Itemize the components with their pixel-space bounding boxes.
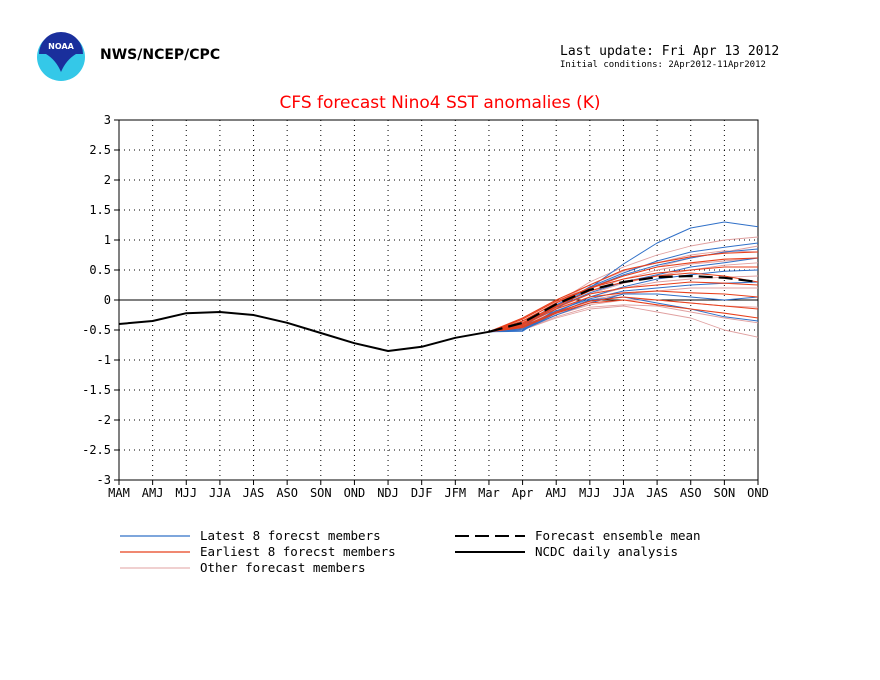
last-update-label: Last update: Fri Apr 13 2012 xyxy=(560,44,780,59)
y-tick-label: 1 xyxy=(104,233,111,247)
y-tick-label: -1 xyxy=(97,353,111,367)
legend-earliest-label: Earliest 8 forecst members xyxy=(200,544,396,559)
x-tick-label: OND xyxy=(747,486,769,500)
noaa-logo-bird-icon xyxy=(39,32,83,72)
x-tick-label: JFM xyxy=(444,486,466,500)
legend-latest-label: Latest 8 forecst members xyxy=(200,528,381,543)
svg-text:NOAA: NOAA xyxy=(48,42,74,51)
legend-analysis-label: NCDC daily analysis xyxy=(535,544,678,559)
x-tick-label: Apr xyxy=(512,486,534,500)
x-tick-label: SON xyxy=(310,486,332,500)
latest-member-line xyxy=(488,221,759,333)
earliest-member-line xyxy=(488,299,759,333)
legend: Latest 8 forecst members Earliest 8 fore… xyxy=(120,528,701,575)
x-tick-label: ASO xyxy=(276,486,298,500)
x-tick-label: JJA xyxy=(209,486,231,500)
latest-member-line xyxy=(488,293,759,333)
initial-conditions-label: Initial conditions: 2Apr2012-11Apr2012 xyxy=(560,60,766,70)
x-tick-label: AMJ xyxy=(142,486,164,500)
x-tick-label: SON xyxy=(714,486,736,500)
x-tick-label: ASO xyxy=(680,486,702,500)
earliest-member-line xyxy=(488,257,759,333)
earliest-member-line xyxy=(488,296,759,333)
x-tick-label: OND xyxy=(344,486,366,500)
x-tick-label: AMJ xyxy=(545,486,567,500)
chart-title: CFS forecast Nino4 SST anomalies (K) xyxy=(279,93,600,113)
x-tick-label: DJF xyxy=(411,486,433,500)
earliest-member-line xyxy=(488,290,759,333)
legend-other-label: Other forecast members xyxy=(200,560,366,575)
x-tick-label: NDJ xyxy=(377,486,399,500)
y-tick-label: 1.5 xyxy=(89,203,111,217)
analysis-line xyxy=(118,311,490,352)
series xyxy=(118,221,759,352)
y-tick-label: 3 xyxy=(104,113,111,127)
y-tick-label: -2.5 xyxy=(82,443,111,457)
y-tick-label: -3 xyxy=(97,473,111,487)
x-tick-label: MJJ xyxy=(175,486,197,500)
earliest-member-line xyxy=(488,281,759,333)
y-tick-label: 2 xyxy=(104,173,111,187)
x-tick-label: MJJ xyxy=(579,486,601,500)
x-tick-label: JAS xyxy=(243,486,265,500)
other-member-line xyxy=(488,305,759,338)
x-tick-label: MAM xyxy=(108,486,130,500)
legend-mean-label: Forecast ensemble mean xyxy=(535,528,701,543)
axis-ticks: MAM AMJ MJJ JJA JAS ASO SON OND NDJ DJF JFM Mar Apr A… xyxy=(82,113,769,500)
y-tick-label: 0.5 xyxy=(89,263,111,277)
earliest-member-line xyxy=(488,251,759,333)
organization-label: NWS/NCEP/CPC xyxy=(100,47,221,63)
y-tick-label: -2 xyxy=(97,413,111,427)
x-tick-label: JAS xyxy=(646,486,668,500)
x-tick-label: Mar xyxy=(478,486,500,500)
earliest-member-line xyxy=(488,266,758,333)
y-tick-label: -0.5 xyxy=(82,323,111,337)
noaa-logo: NOAA xyxy=(36,32,86,82)
y-tick-label: 2.5 xyxy=(89,143,111,157)
x-tick-label: JJA xyxy=(613,486,635,500)
y-tick-label: -1.5 xyxy=(82,383,111,397)
ensemble-mean-line xyxy=(488,274,759,333)
y-tick-label: 0 xyxy=(104,293,111,307)
